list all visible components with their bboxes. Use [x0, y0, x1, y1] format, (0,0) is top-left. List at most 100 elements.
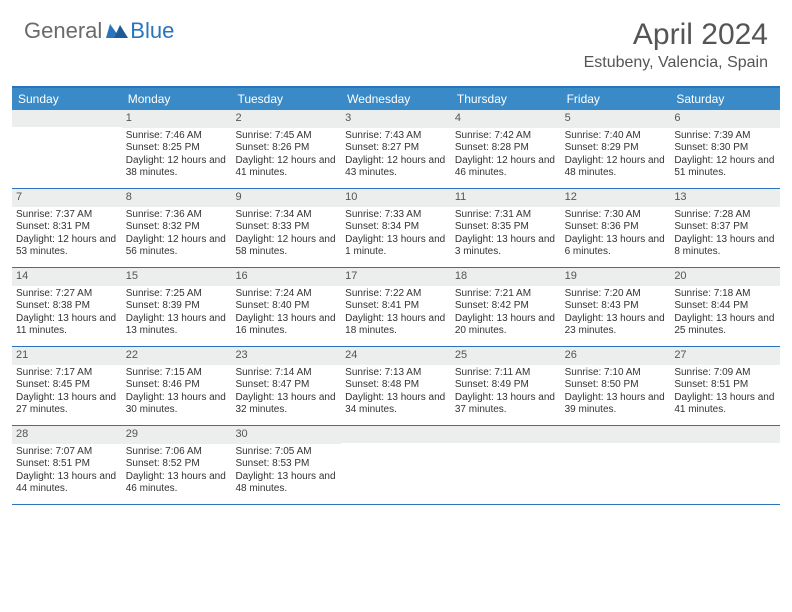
daylight-text: Daylight: 13 hours and 20 minutes.	[455, 313, 557, 338]
calendar: Sunday Monday Tuesday Wednesday Thursday…	[12, 86, 780, 505]
day-cell: 28Sunrise: 7:07 AMSunset: 8:51 PMDayligh…	[12, 426, 122, 504]
day-number: 27	[670, 347, 780, 365]
sunrise-text: Sunrise: 7:37 AM	[16, 209, 118, 222]
day-number: 3	[341, 110, 451, 128]
sunset-text: Sunset: 8:25 PM	[126, 142, 228, 155]
day-cell: 22Sunrise: 7:15 AMSunset: 8:46 PMDayligh…	[122, 347, 232, 425]
sunrise-text: Sunrise: 7:42 AM	[455, 130, 557, 143]
sunrise-text: Sunrise: 7:10 AM	[565, 367, 667, 380]
daylight-text: Daylight: 12 hours and 53 minutes.	[16, 234, 118, 259]
day-cell: 29Sunrise: 7:06 AMSunset: 8:52 PMDayligh…	[122, 426, 232, 504]
day-number	[561, 426, 671, 443]
day-cell: 26Sunrise: 7:10 AMSunset: 8:50 PMDayligh…	[561, 347, 671, 425]
daylight-text: Daylight: 13 hours and 46 minutes.	[126, 471, 228, 496]
weekday-header: Tuesday	[231, 88, 341, 110]
sunset-text: Sunset: 8:26 PM	[235, 142, 337, 155]
day-body: Sunrise: 7:46 AMSunset: 8:25 PMDaylight:…	[122, 128, 232, 184]
daylight-text: Daylight: 13 hours and 18 minutes.	[345, 313, 447, 338]
day-cell: 20Sunrise: 7:18 AMSunset: 8:44 PMDayligh…	[670, 268, 780, 346]
day-number	[12, 110, 122, 127]
day-cell: 9Sunrise: 7:34 AMSunset: 8:33 PMDaylight…	[231, 189, 341, 267]
sunset-text: Sunset: 8:50 PM	[565, 379, 667, 392]
sunset-text: Sunset: 8:46 PM	[126, 379, 228, 392]
sunset-text: Sunset: 8:41 PM	[345, 300, 447, 313]
day-cell	[561, 426, 671, 504]
daylight-text: Daylight: 13 hours and 3 minutes.	[455, 234, 557, 259]
day-body: Sunrise: 7:30 AMSunset: 8:36 PMDaylight:…	[561, 207, 671, 263]
daylight-text: Daylight: 13 hours and 30 minutes.	[126, 392, 228, 417]
day-number	[341, 426, 451, 443]
day-number: 15	[122, 268, 232, 286]
day-body: Sunrise: 7:39 AMSunset: 8:30 PMDaylight:…	[670, 128, 780, 184]
sunrise-text: Sunrise: 7:30 AM	[565, 209, 667, 222]
day-number: 19	[561, 268, 671, 286]
sunset-text: Sunset: 8:40 PM	[235, 300, 337, 313]
sunrise-text: Sunrise: 7:17 AM	[16, 367, 118, 380]
day-number: 26	[561, 347, 671, 365]
day-body: Sunrise: 7:25 AMSunset: 8:39 PMDaylight:…	[122, 286, 232, 342]
daylight-text: Daylight: 12 hours and 43 minutes.	[345, 155, 447, 180]
daylight-text: Daylight: 13 hours and 1 minute.	[345, 234, 447, 259]
day-body: Sunrise: 7:24 AMSunset: 8:40 PMDaylight:…	[231, 286, 341, 342]
day-number: 17	[341, 268, 451, 286]
day-number: 16	[231, 268, 341, 286]
day-body: Sunrise: 7:11 AMSunset: 8:49 PMDaylight:…	[451, 365, 561, 421]
day-number: 20	[670, 268, 780, 286]
day-body: Sunrise: 7:15 AMSunset: 8:46 PMDaylight:…	[122, 365, 232, 421]
week-row: 7Sunrise: 7:37 AMSunset: 8:31 PMDaylight…	[12, 189, 780, 268]
day-cell: 18Sunrise: 7:21 AMSunset: 8:42 PMDayligh…	[451, 268, 561, 346]
day-number: 25	[451, 347, 561, 365]
day-cell: 25Sunrise: 7:11 AMSunset: 8:49 PMDayligh…	[451, 347, 561, 425]
day-number: 18	[451, 268, 561, 286]
sunrise-text: Sunrise: 7:25 AM	[126, 288, 228, 301]
sunset-text: Sunset: 8:28 PM	[455, 142, 557, 155]
sunrise-text: Sunrise: 7:21 AM	[455, 288, 557, 301]
logo: General Blue	[24, 18, 174, 44]
sunset-text: Sunset: 8:43 PM	[565, 300, 667, 313]
week-row: 1Sunrise: 7:46 AMSunset: 8:25 PMDaylight…	[12, 110, 780, 189]
day-number: 6	[670, 110, 780, 128]
sunrise-text: Sunrise: 7:06 AM	[126, 446, 228, 459]
day-cell: 3Sunrise: 7:43 AMSunset: 8:27 PMDaylight…	[341, 110, 451, 188]
sunrise-text: Sunrise: 7:11 AM	[455, 367, 557, 380]
sunset-text: Sunset: 8:39 PM	[126, 300, 228, 313]
page-title: April 2024	[584, 18, 768, 52]
day-body: Sunrise: 7:09 AMSunset: 8:51 PMDaylight:…	[670, 365, 780, 421]
title-block: April 2024 Estubeny, Valencia, Spain	[584, 18, 768, 72]
day-number: 10	[341, 189, 451, 207]
day-cell	[341, 426, 451, 504]
day-number: 22	[122, 347, 232, 365]
sunrise-text: Sunrise: 7:07 AM	[16, 446, 118, 459]
day-number: 5	[561, 110, 671, 128]
day-cell: 7Sunrise: 7:37 AMSunset: 8:31 PMDaylight…	[12, 189, 122, 267]
day-body: Sunrise: 7:17 AMSunset: 8:45 PMDaylight:…	[12, 365, 122, 421]
day-cell	[12, 110, 122, 188]
sunrise-text: Sunrise: 7:45 AM	[235, 130, 337, 143]
weekday-header-row: Sunday Monday Tuesday Wednesday Thursday…	[12, 88, 780, 110]
sunset-text: Sunset: 8:36 PM	[565, 221, 667, 234]
sunset-text: Sunset: 8:47 PM	[235, 379, 337, 392]
day-cell: 12Sunrise: 7:30 AMSunset: 8:36 PMDayligh…	[561, 189, 671, 267]
daylight-text: Daylight: 12 hours and 58 minutes.	[235, 234, 337, 259]
day-cell: 19Sunrise: 7:20 AMSunset: 8:43 PMDayligh…	[561, 268, 671, 346]
weekday-header: Saturday	[670, 88, 780, 110]
weekday-header: Friday	[561, 88, 671, 110]
daylight-text: Daylight: 13 hours and 13 minutes.	[126, 313, 228, 338]
week-row: 14Sunrise: 7:27 AMSunset: 8:38 PMDayligh…	[12, 268, 780, 347]
sunset-text: Sunset: 8:30 PM	[674, 142, 776, 155]
day-number: 24	[341, 347, 451, 365]
sunset-text: Sunset: 8:52 PM	[126, 458, 228, 471]
daylight-text: Daylight: 12 hours and 46 minutes.	[455, 155, 557, 180]
day-number: 7	[12, 189, 122, 207]
daylight-text: Daylight: 12 hours and 38 minutes.	[126, 155, 228, 180]
day-number: 1	[122, 110, 232, 128]
day-cell: 6Sunrise: 7:39 AMSunset: 8:30 PMDaylight…	[670, 110, 780, 188]
day-body: Sunrise: 7:05 AMSunset: 8:53 PMDaylight:…	[231, 444, 341, 500]
weekday-header: Thursday	[451, 88, 561, 110]
day-body: Sunrise: 7:13 AMSunset: 8:48 PMDaylight:…	[341, 365, 451, 421]
day-body: Sunrise: 7:21 AMSunset: 8:42 PMDaylight:…	[451, 286, 561, 342]
day-cell: 10Sunrise: 7:33 AMSunset: 8:34 PMDayligh…	[341, 189, 451, 267]
day-body: Sunrise: 7:18 AMSunset: 8:44 PMDaylight:…	[670, 286, 780, 342]
sunrise-text: Sunrise: 7:18 AM	[674, 288, 776, 301]
daylight-text: Daylight: 13 hours and 6 minutes.	[565, 234, 667, 259]
